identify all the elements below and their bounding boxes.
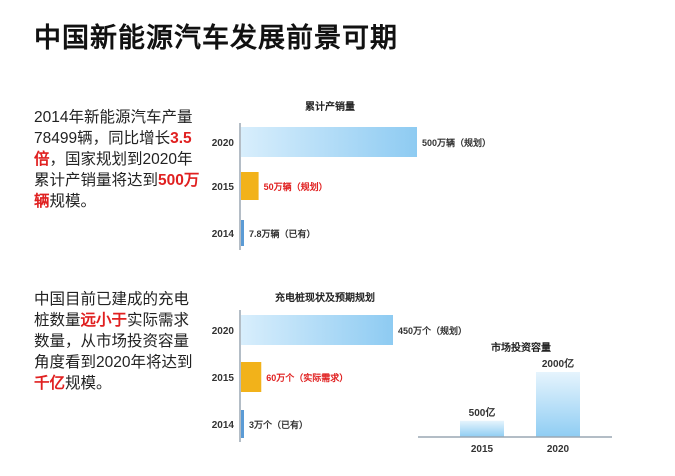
investment-bar: [460, 420, 504, 437]
body-text: 中国目前已建成的充电桩数量: [34, 291, 190, 329]
production-bar: [241, 127, 417, 157]
production-bar: [241, 220, 244, 246]
charging-pile-chart: 充电桩现状及预期规划 2020 450万个（规划） 2015 60万个（实际需求） 201…: [212, 291, 467, 442]
charging-category-label: 2015: [212, 373, 235, 384]
production-summary-text: 2014年新能源汽车产量78499辆，同比增长3.5倍，国家规划到2020年累计…: [34, 107, 204, 212]
production-sales-chart: 累计产销量 2020 500万辆（规划） 2015 50万辆（规划） 2014 7.8万辆（…: [212, 100, 491, 250]
investment-category-label: 2015: [471, 444, 494, 455]
body-text: 规模。: [65, 375, 112, 392]
highlight-text: 千亿: [34, 375, 66, 392]
production-value-label: 50万辆（规划）: [264, 181, 328, 192]
charging-bar: [241, 410, 244, 438]
investment-value-label: 500亿: [469, 406, 496, 419]
charging-value-label: 3万个（已有）: [249, 419, 308, 430]
highlight-text: 远小于: [80, 312, 128, 329]
production-category-label: 2020: [212, 138, 235, 149]
production-value-label: 7.8万辆（已有）: [249, 228, 316, 239]
production-chart-title: 累计产销量: [305, 100, 355, 113]
charging-value-label: 450万个（规划）: [398, 325, 467, 336]
charging-chart-title: 充电桩现状及预期规划: [275, 291, 375, 304]
charging-category-label: 2014: [212, 420, 235, 431]
production-bar: [241, 172, 259, 200]
investment-bar: [536, 372, 580, 437]
production-value-label: 500万辆（规划）: [422, 137, 491, 148]
highlight-text: 3.5倍: [34, 130, 192, 168]
body-text: 2014年新能源汽车产量78499辆，同比增长: [34, 109, 193, 147]
investment-chart-title: 市场投资容量: [491, 341, 551, 354]
charging-category-label: 2020: [212, 326, 235, 337]
highlight-text: 500万辆: [34, 172, 200, 210]
investment-value-label: 2000亿: [542, 357, 574, 370]
production-category-label: 2014: [212, 229, 235, 240]
body-text: 实际需求数量，从市场投资容量角度看到2020年将达到: [34, 312, 193, 371]
charging-value-label: 60万个（实际需求）: [266, 372, 348, 383]
charging-pile-summary-text: 中国目前已建成的充电桩数量远小于实际需求数量，从市场投资容量角度看到2020年将…: [34, 289, 204, 394]
charging-bar: [241, 315, 393, 345]
production-category-label: 2015: [212, 182, 235, 193]
investment-category-label: 2020: [547, 444, 570, 455]
body-text: ，国家规划到2020年累计产销量将达到: [34, 151, 193, 189]
page-title: 中国新能源汽车发展前景可期: [34, 23, 398, 53]
charging-bar: [241, 362, 262, 392]
investment-capacity-chart: 市场投资容量 500亿 2015 2000亿 2020: [418, 341, 612, 455]
body-text: 规模。: [49, 193, 97, 210]
